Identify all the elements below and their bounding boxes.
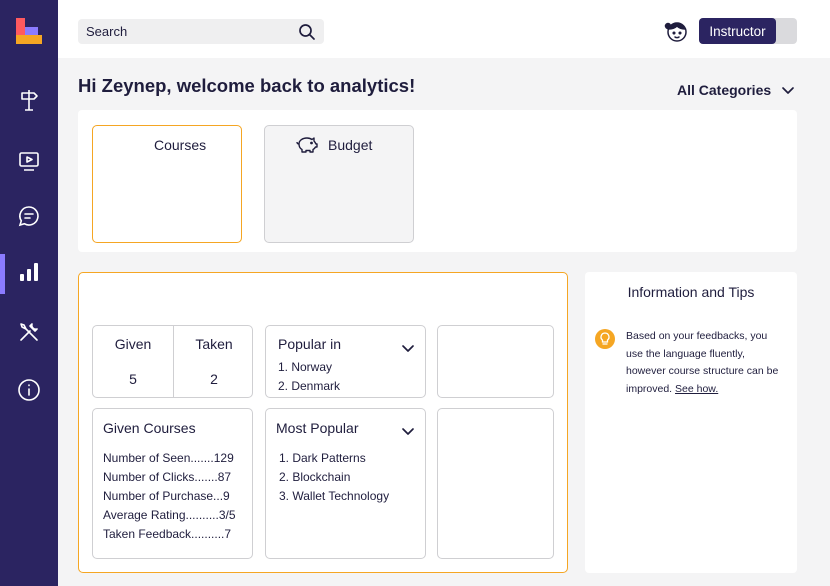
sidebar bbox=[0, 0, 58, 586]
list-item: 1. Dark Patterns bbox=[279, 451, 366, 465]
video-icon bbox=[17, 149, 41, 178]
budget-card[interactable]: Budget bbox=[264, 125, 414, 243]
stat-line: Taken Feedback..........7 bbox=[103, 527, 232, 541]
page-title: Hi Zeynep, welcome back to analytics! bbox=[78, 75, 416, 96]
courses-card[interactable]: Courses bbox=[92, 125, 242, 243]
most-popular-title: Most Popular bbox=[276, 420, 359, 436]
tools-icon bbox=[17, 320, 41, 349]
given-value: 5 bbox=[129, 371, 137, 387]
sidebar-item-info[interactable] bbox=[0, 372, 58, 412]
taken-value: 2 bbox=[210, 371, 218, 387]
category-dropdown-label: All Categories bbox=[677, 82, 772, 98]
stat-line: Number of Clicks.......87 bbox=[103, 470, 232, 484]
list-item: 2. Denmark bbox=[278, 379, 341, 393]
top-bar: Instructor bbox=[58, 0, 830, 58]
most-popular-card: Most Popular 1. Dark Patterns 2. Blockch… bbox=[265, 408, 426, 559]
divider bbox=[173, 326, 174, 397]
tips-body: Based on your feedbacks, you use the lan… bbox=[626, 330, 779, 395]
see-how-link[interactable]: See how. bbox=[675, 382, 719, 395]
given-courses-title: Given Courses bbox=[103, 420, 196, 436]
list-item: 2. Blockchain bbox=[279, 470, 351, 484]
given-courses-card: Given Courses Number of Seen.......129 N… bbox=[92, 408, 253, 559]
given-taken-card: Given 5 Taken 2 bbox=[92, 325, 253, 398]
popular-in-card: Popular in 1. Norway 2. Denmark bbox=[265, 325, 426, 398]
role-button-instructor[interactable]: Instructor bbox=[699, 18, 776, 44]
chevron-down-icon bbox=[781, 82, 795, 98]
sidebar-item-analytics[interactable] bbox=[0, 254, 58, 294]
given-courses-stats: Number of Seen.......129 Number of Click… bbox=[103, 449, 236, 544]
analytics-panel: Given 5 Taken 2 Popular in 1. Norway 2. … bbox=[78, 272, 568, 573]
tips-panel: Information and Tips Based on your feedb… bbox=[585, 272, 797, 573]
popular-in-list: 1. Norway 2. Denmark bbox=[278, 358, 340, 396]
signpost-icon bbox=[17, 88, 41, 117]
budget-card-label: Budget bbox=[328, 137, 373, 153]
lightbulb-icon bbox=[595, 329, 615, 349]
tips-title: Information and Tips bbox=[627, 284, 755, 300]
chevron-down-icon[interactable] bbox=[401, 340, 415, 358]
app-logo[interactable] bbox=[16, 18, 42, 44]
sidebar-item-videos[interactable] bbox=[0, 143, 58, 183]
chevron-down-icon[interactable] bbox=[401, 423, 415, 441]
empty-card bbox=[437, 325, 554, 398]
popular-in-title: Popular in bbox=[278, 336, 342, 352]
role-toggle[interactable]: Instructor bbox=[699, 18, 797, 44]
bar-chart-icon bbox=[17, 260, 41, 289]
list-item: 1. Norway bbox=[278, 360, 333, 374]
search-box[interactable] bbox=[78, 19, 324, 44]
stat-line: Average Rating..........3/5 bbox=[103, 508, 236, 522]
stat-line: Number of Seen.......129 bbox=[103, 451, 234, 465]
courses-card-label: Courses bbox=[154, 137, 207, 153]
avatar[interactable] bbox=[664, 18, 690, 49]
stat-line: Number of Purchase...9 bbox=[103, 489, 230, 503]
list-item: 3. Wallet Technology bbox=[279, 489, 390, 503]
most-popular-list: 1. Dark Patterns 2. Blockchain 3. Wallet… bbox=[279, 449, 389, 506]
search-icon[interactable] bbox=[298, 23, 316, 46]
taken-label: Taken bbox=[195, 336, 233, 352]
tips-text: Based on your feedbacks, you use the lan… bbox=[626, 328, 786, 398]
piggy-bank-icon bbox=[296, 136, 318, 159]
category-panel: Courses Budget bbox=[78, 110, 797, 252]
info-icon bbox=[17, 378, 41, 407]
search-input[interactable] bbox=[86, 24, 286, 39]
empty-card bbox=[437, 408, 554, 559]
sidebar-item-roadmap[interactable] bbox=[0, 82, 58, 122]
category-dropdown[interactable]: All Categories bbox=[677, 82, 795, 98]
sidebar-item-messages[interactable] bbox=[0, 198, 58, 238]
chat-icon bbox=[17, 204, 41, 233]
given-label: Given bbox=[114, 336, 152, 352]
sidebar-item-tools[interactable] bbox=[0, 314, 58, 354]
